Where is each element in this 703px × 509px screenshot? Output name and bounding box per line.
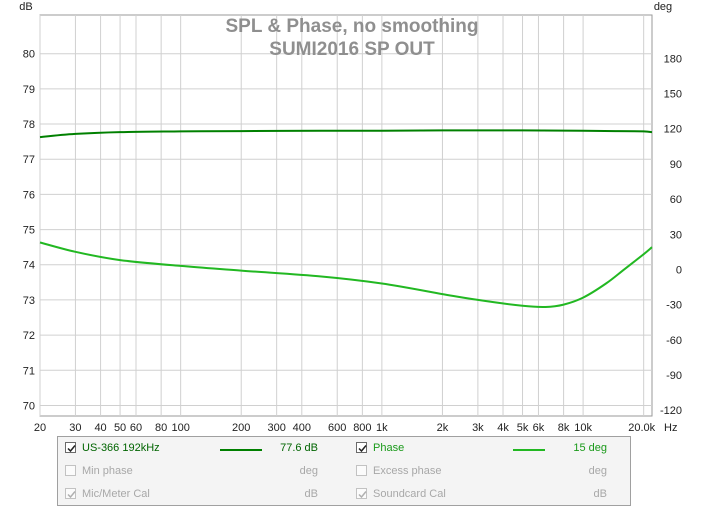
right-tick-label: 60 <box>670 194 682 206</box>
axes: 20 30 40 50 60 80 100 200 300 400 600 800 1k 2k 3k 4k 5k… <box>23 49 682 434</box>
legend-line-us366 <box>220 449 262 451</box>
checkmark-icon <box>67 491 76 499</box>
right-tick-label: 150 <box>664 89 682 101</box>
legend-label-phase: Phase <box>373 442 405 454</box>
right-tick-label: 30 <box>670 229 682 241</box>
right-tick-label: -60 <box>666 335 682 347</box>
series-line-phase <box>39 241 653 309</box>
left-tick-label: 71 <box>23 365 35 377</box>
checkmark-icon <box>358 491 367 499</box>
x-tick-label: 3k <box>472 422 484 434</box>
right-tick-label: -120 <box>660 405 682 417</box>
series-line-us-366-192khz <box>39 129 653 139</box>
checkbox-excess-phase[interactable] <box>356 465 367 476</box>
legend-unit-mic-cal: dB <box>304 488 318 500</box>
left-tick-label: 75 <box>23 225 35 237</box>
checkbox-phase[interactable] <box>356 442 367 453</box>
x-tick-label: 50 <box>114 422 126 434</box>
right-tick-label: 90 <box>670 159 682 171</box>
chart: 20 30 40 50 60 80 100 200 300 400 600 800 1k 2k 3k 4k 5k… <box>0 0 703 436</box>
legend-label-mic-cal: Mic/Meter Cal <box>82 488 150 500</box>
right-tick-label: 120 <box>664 124 682 136</box>
left-tick-label: 78 <box>23 119 35 131</box>
x-tick-label: 8k <box>558 422 570 434</box>
x-tick-label: 100 <box>171 422 189 434</box>
x-tick-label: 5k <box>517 422 529 434</box>
x-tick-label: 1k <box>376 422 388 434</box>
chart-title: SPL & Phase, no smoothing <box>225 16 478 37</box>
x-tick-label: 400 <box>293 422 311 434</box>
right-axis-label: deg <box>654 1 672 13</box>
checkbox-mic-cal[interactable] <box>65 488 76 499</box>
legend-line-phase <box>513 449 545 451</box>
x-tick-label: 600 <box>328 422 346 434</box>
right-tick-label: -90 <box>666 370 682 382</box>
checkmark-icon <box>358 445 367 453</box>
x-tick-label: 4k <box>497 422 509 434</box>
right-tick-label: 0 <box>676 264 682 276</box>
chart-subtitle: SUMI2016 SP OUT <box>269 39 435 60</box>
x-tick-label: 6k <box>533 422 545 434</box>
left-tick-label: 70 <box>23 400 35 412</box>
legend-unit-min-phase: deg <box>299 465 318 477</box>
x-tick-label: 800 <box>353 422 371 434</box>
left-tick-label: 72 <box>23 330 35 342</box>
legend-row-spl: US-366 192kHz 77.6 dB Phase 15 deg <box>58 439 632 459</box>
left-tick-label: 80 <box>23 49 35 61</box>
left-tick-label: 77 <box>23 154 35 166</box>
x-tick-label: 10k <box>574 422 592 434</box>
checkmark-icon <box>67 445 76 453</box>
legend-label-min-phase: Min phase <box>82 465 133 477</box>
checkbox-soundcard-cal[interactable] <box>356 488 367 499</box>
grid <box>39 15 652 416</box>
chart-background <box>0 0 703 436</box>
x-tick-label: 20 <box>34 422 46 434</box>
x-tick-label: 80 <box>155 422 167 434</box>
left-tick-label: 79 <box>23 84 35 96</box>
x-tick-label: 300 <box>267 422 285 434</box>
x-tick-label: 40 <box>94 422 106 434</box>
legend-value-phase: 15 deg <box>573 442 607 454</box>
x-tick-label: 30 <box>69 422 81 434</box>
checkbox-min-phase[interactable] <box>65 465 76 476</box>
legend-label-soundcard-cal: Soundcard Cal <box>373 488 446 500</box>
legend-unit-excess-phase: deg <box>588 465 607 477</box>
legend-label-us366: US-366 192kHz <box>82 442 160 454</box>
left-tick-label: 73 <box>23 295 35 307</box>
legend-value-us366: 77.6 dB <box>280 442 318 454</box>
x-tick-label: 20.0k <box>628 422 655 434</box>
left-tick-label: 76 <box>23 189 35 201</box>
x-tick-label: 200 <box>232 422 250 434</box>
x-tick-label: 2k <box>437 422 449 434</box>
left-tick-label: 74 <box>23 260 35 272</box>
legend-row-minphase: Min phase deg Excess phase deg <box>58 462 632 482</box>
checkbox-us366[interactable] <box>65 442 76 453</box>
right-tick-label: -30 <box>666 300 682 312</box>
legend-unit-soundcard-cal: dB <box>593 488 607 500</box>
x-axis-unit-label: Hz <box>664 422 677 434</box>
legend-label-excess-phase: Excess phase <box>373 465 442 477</box>
x-tick-label: 60 <box>130 422 142 434</box>
right-tick-label: 180 <box>664 53 682 65</box>
series-layer <box>39 129 653 309</box>
legend-panel: US-366 192kHz 77.6 dB Phase 15 deg Min p… <box>57 436 631 506</box>
left-axis-label: dB <box>19 1 32 13</box>
legend-row-cal: Mic/Meter Cal dB Soundcard Cal dB <box>58 485 632 505</box>
